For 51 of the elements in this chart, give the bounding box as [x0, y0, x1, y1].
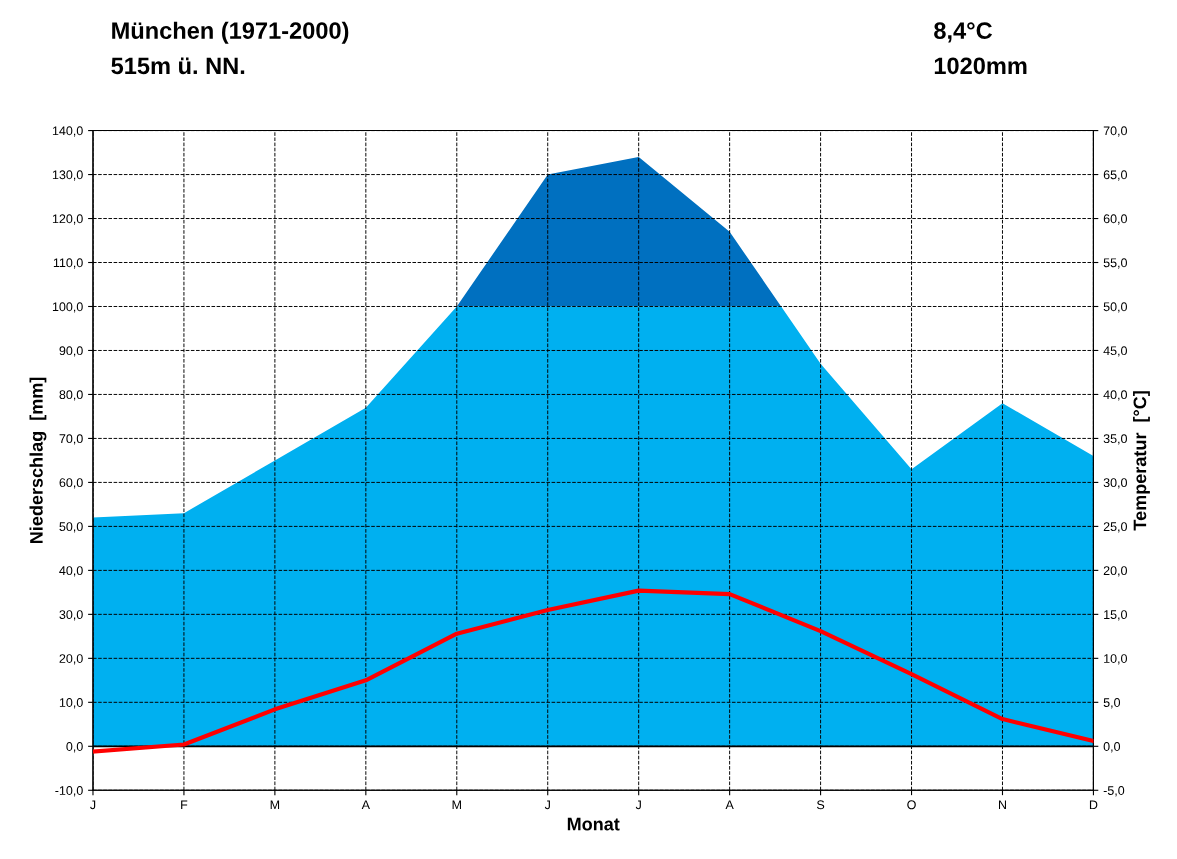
y-tick-label: 30,0 — [59, 610, 83, 621]
y-tick-label: 90,0 — [59, 346, 83, 357]
x-tick-label: J — [90, 800, 96, 810]
y-tick-label: 110,0 — [53, 258, 83, 269]
y2-axis-title: Temperatur [°C] — [1133, 391, 1150, 531]
text: 1020mm — [934, 57, 1027, 75]
y-tick-label: 50,0 — [59, 522, 83, 533]
y2-tick-label: 65,0 — [1103, 170, 1127, 181]
y-tick-label: 130,0 — [52, 170, 83, 181]
y2-tick-label: 0,0 — [1103, 742, 1121, 753]
x-tick-label: F — [181, 800, 188, 810]
y2-tick-label: -5,0 — [1103, 786, 1125, 797]
y-tick-label: 60,0 — [59, 478, 83, 489]
chart-subtitle: 515m ü. NN. — [111, 57, 245, 75]
y2-tick-label: 30,0 — [1103, 478, 1127, 489]
y-tick-label: 120,0 — [52, 214, 83, 225]
text: 8,4°C — [934, 22, 993, 43]
y-tick-label: -10,0 — [55, 786, 83, 797]
y-tick-label: 0,0 — [66, 742, 83, 753]
x-axis-title: Monat — [567, 817, 620, 831]
y-tick-label: 100,0 — [52, 302, 83, 313]
y-axis-title: Niederschlag [mm] — [29, 377, 47, 543]
y-tick-label: 80,0 — [59, 390, 83, 401]
y2-tick-label: 50,0 — [1103, 302, 1127, 313]
y2-tick-label: 45,0 — [1103, 346, 1127, 357]
y2-tick-label: 25,0 — [1103, 522, 1127, 533]
x-tick-label: S — [816, 800, 825, 810]
y-tick-label: 20,0 — [59, 654, 83, 665]
y-tick-label: 10,0 — [59, 698, 83, 709]
y2-tick-label: 15,0 — [1104, 610, 1127, 621]
x-tick-label: J — [635, 800, 641, 810]
x-tick-label: N — [998, 800, 1006, 810]
x-tick-label: O — [907, 800, 916, 810]
x-tick-label: J — [544, 800, 550, 810]
y2-tick-label: 10,0 — [1104, 654, 1127, 665]
chart-title: München (1971-2000) — [112, 21, 349, 44]
y2-tick-label: 35,0 — [1103, 434, 1127, 445]
y2-tick-label: 5,0 — [1103, 698, 1121, 709]
y-tick-label: 140,0 — [52, 126, 83, 137]
x-tick-label: A — [725, 800, 734, 810]
x-tick-label: M — [270, 800, 280, 810]
x-tick-label: D — [1089, 800, 1098, 810]
y2-tick-label: 60,0 — [1103, 214, 1127, 225]
y2-tick-label: 55,0 — [1103, 258, 1127, 269]
x-tick-label: A — [361, 800, 370, 810]
y-tick-label: 70,0 — [59, 434, 83, 445]
y2-tick-label: 70,0 — [1103, 126, 1127, 137]
y-tick-label: 40,0 — [59, 566, 83, 577]
x-tick-label: M — [452, 800, 461, 810]
y2-tick-label: 40,0 — [1103, 390, 1127, 401]
y2-tick-label: 20,0 — [1103, 566, 1127, 577]
